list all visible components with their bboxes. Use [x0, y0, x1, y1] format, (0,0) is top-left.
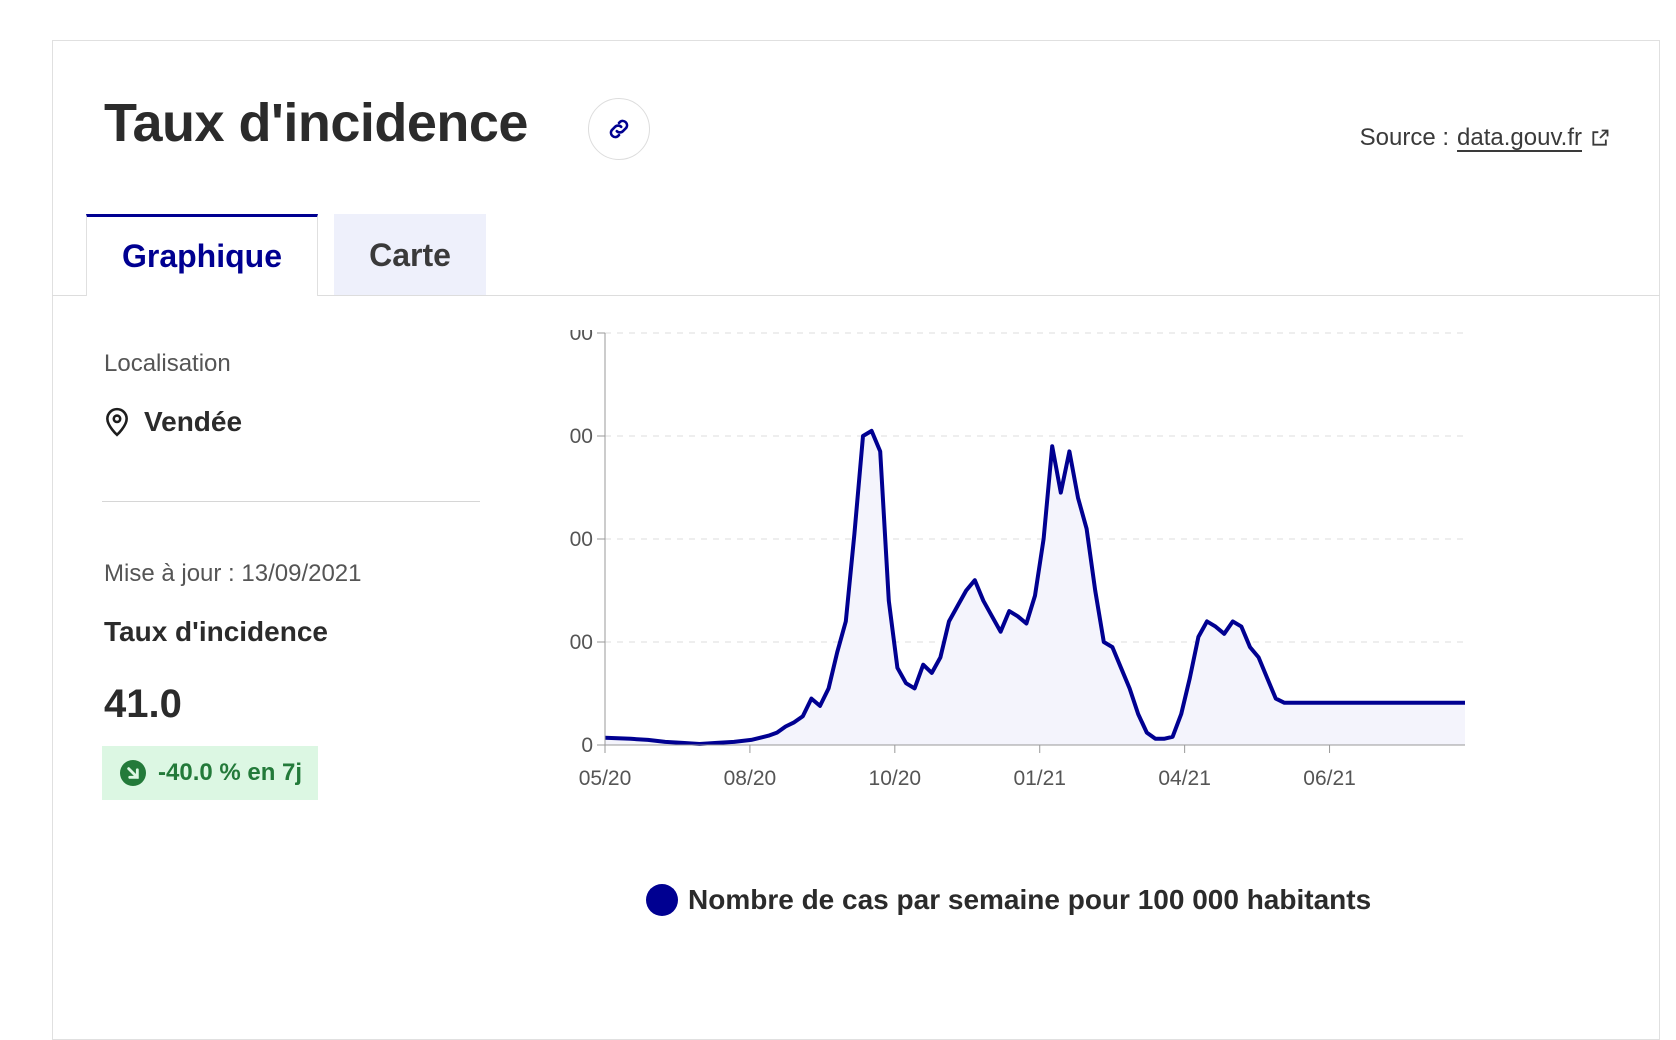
location-value: Vendée: [144, 406, 243, 437]
source-prefix: Source :: [1359, 124, 1450, 151]
copy-link-button[interactable]: [588, 98, 650, 160]
chart-legend: Nombre de cas par semaine pour 100 000 h…: [646, 884, 1371, 916]
source-link[interactable]: data.gouv.fr: [1457, 124, 1610, 152]
metric-value: 41.0: [104, 682, 182, 726]
legend-swatch: [646, 884, 678, 916]
y-tick-label: 100: [570, 631, 593, 654]
external-link-icon: [1592, 129, 1609, 146]
y-tick-label: 400: [570, 330, 593, 345]
x-tick-label: 08/20: [724, 767, 777, 790]
x-tick-label: 04/21: [1158, 767, 1211, 790]
source-link-label: data.gouv.fr: [1457, 124, 1582, 151]
incidence-chart: 0 100 200 300 400 05/20 08/20 10/20 01/21 04/21 06…: [570, 330, 1465, 790]
source-attribution: Source : data.gouv.fr: [1360, 124, 1610, 152]
page-title: Taux d'incidence: [104, 93, 528, 153]
chart-series-line: [604, 428, 1465, 746]
arrow-down-right-icon: [120, 760, 146, 786]
x-tick-label: 05/20: [579, 767, 632, 790]
x-tick-label: 01/21: [1013, 767, 1066, 790]
tab-graphique[interactable]: Graphique: [86, 214, 318, 296]
x-tick-label: 10/20: [869, 767, 922, 790]
chart-area: [605, 430, 1465, 745]
y-tick-label: 200: [570, 528, 593, 551]
tabs-divider: [52, 295, 1660, 296]
link-icon: [609, 119, 629, 139]
sidebar-divider: [102, 501, 480, 502]
location-label: Localisation: [104, 350, 231, 377]
y-tick-label: 0: [581, 734, 593, 757]
trend-badge: -40.0 % en 7j: [102, 746, 319, 800]
map-pin-icon: [106, 407, 128, 437]
trend-text: -40.0 % en 7j: [158, 759, 303, 786]
metric-label: Taux d'incidence: [104, 616, 328, 647]
x-tick-label: 06/21: [1303, 767, 1356, 790]
legend-label: Nombre de cas par semaine pour 100 000 h…: [688, 884, 1372, 915]
update-date: Mise à jour : 13/09/2021: [104, 560, 362, 587]
location-selector[interactable]: Vendée: [104, 406, 242, 438]
y-tick-label: 300: [570, 425, 593, 448]
tab-carte[interactable]: Carte: [334, 214, 486, 296]
